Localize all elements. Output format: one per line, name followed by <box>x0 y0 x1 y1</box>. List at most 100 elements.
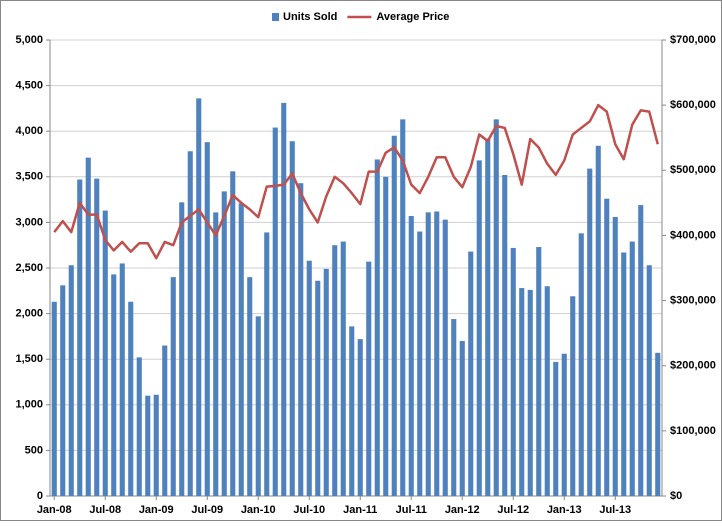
bar <box>111 274 117 496</box>
bar <box>638 205 644 496</box>
bar <box>629 241 635 496</box>
bar <box>536 247 542 496</box>
bar <box>230 171 236 496</box>
y-tick-label: 4,500 <box>15 80 43 92</box>
bar <box>323 268 329 496</box>
bar <box>400 119 406 497</box>
y-tick-label: 1,500 <box>15 353 43 365</box>
bar <box>544 286 550 496</box>
bar <box>306 260 312 496</box>
bar <box>349 326 355 496</box>
y-tick-label: 2,500 <box>15 262 43 274</box>
x-tick-label: Jul-12 <box>497 504 529 516</box>
y-tick-label: 1,000 <box>15 399 43 411</box>
bar <box>68 265 74 496</box>
x-tick-label: Jul-10 <box>293 504 325 516</box>
y-tick-label: 5,000 <box>15 34 43 46</box>
bar <box>408 216 414 497</box>
bar <box>298 183 304 496</box>
bar <box>77 179 83 496</box>
x-tick-label: Jan-11 <box>343 504 377 516</box>
bar <box>136 357 142 496</box>
x-tick-label: Jan-12 <box>445 504 480 516</box>
bar <box>476 160 482 496</box>
bar <box>119 263 125 496</box>
bar <box>561 353 567 496</box>
bar <box>578 233 584 496</box>
bar <box>60 285 66 496</box>
x-tick-label: Jul-09 <box>191 504 223 516</box>
bar <box>289 141 295 496</box>
bar <box>434 211 440 496</box>
bar <box>459 340 465 496</box>
bar <box>170 277 176 496</box>
bar <box>553 361 559 496</box>
bar <box>621 252 627 496</box>
y2-tick-label: $700,000 <box>670 34 716 46</box>
bar <box>247 277 253 496</box>
bar <box>587 168 593 497</box>
bar <box>315 280 321 496</box>
bar <box>612 216 618 497</box>
bar <box>187 151 193 496</box>
x-tick-label: Jul-13 <box>599 504 631 516</box>
bar <box>468 251 474 496</box>
legend-label: Units Sold <box>283 11 337 23</box>
y-tick-label: 3,500 <box>15 171 43 183</box>
bar <box>417 231 423 496</box>
bar <box>272 127 278 496</box>
line <box>53 103 659 260</box>
y2-tick-label: $200,000 <box>670 360 716 372</box>
y2-tick-label: $500,000 <box>670 164 716 176</box>
bar <box>493 119 499 497</box>
bar <box>281 102 287 496</box>
bar <box>604 198 610 497</box>
bar <box>51 301 57 496</box>
y-tick-label: 2,000 <box>15 308 43 320</box>
bar <box>145 395 151 496</box>
bar <box>128 301 134 496</box>
x-tick-label: Jan-08 <box>37 504 72 516</box>
bar <box>94 178 100 496</box>
bar <box>332 245 338 496</box>
bar <box>510 247 516 496</box>
bar <box>366 261 372 496</box>
bar <box>570 296 576 496</box>
legend-swatch <box>272 13 279 21</box>
bar <box>442 219 448 496</box>
bar <box>595 145 601 497</box>
bar <box>374 159 380 497</box>
y2-tick-label: $400,000 <box>670 229 716 241</box>
bar <box>162 345 168 496</box>
y2-tick-label: $600,000 <box>670 99 716 111</box>
bar <box>655 352 661 496</box>
bar <box>238 203 244 497</box>
y2-tick-label: $100,000 <box>670 425 716 437</box>
bar <box>527 289 533 496</box>
x-tick-label: Jul-08 <box>89 504 121 516</box>
bar <box>502 174 508 496</box>
x-tick-label: Jan-13 <box>547 504 582 516</box>
bar <box>519 288 525 496</box>
bar <box>451 319 457 496</box>
y-tick-label: 4,000 <box>15 125 43 137</box>
bar <box>255 316 261 496</box>
bar <box>340 241 346 496</box>
x-tick-label: Jan-10 <box>241 504 276 516</box>
bar <box>646 265 652 496</box>
x-tick-label: Jan-09 <box>139 504 174 516</box>
bar <box>221 191 227 496</box>
bar <box>264 232 270 496</box>
bar <box>485 138 491 496</box>
bar <box>196 98 202 497</box>
x-tick-label: Jul-11 <box>396 504 427 516</box>
bar <box>391 135 397 496</box>
y2-tick-label: $0 <box>670 490 682 502</box>
y2-tick-label: $300,000 <box>670 294 716 306</box>
bar <box>179 202 185 496</box>
bar <box>85 157 91 496</box>
bar <box>383 176 389 497</box>
y-tick-label: 0 <box>37 490 43 502</box>
legend-label: Average Price <box>376 11 449 23</box>
